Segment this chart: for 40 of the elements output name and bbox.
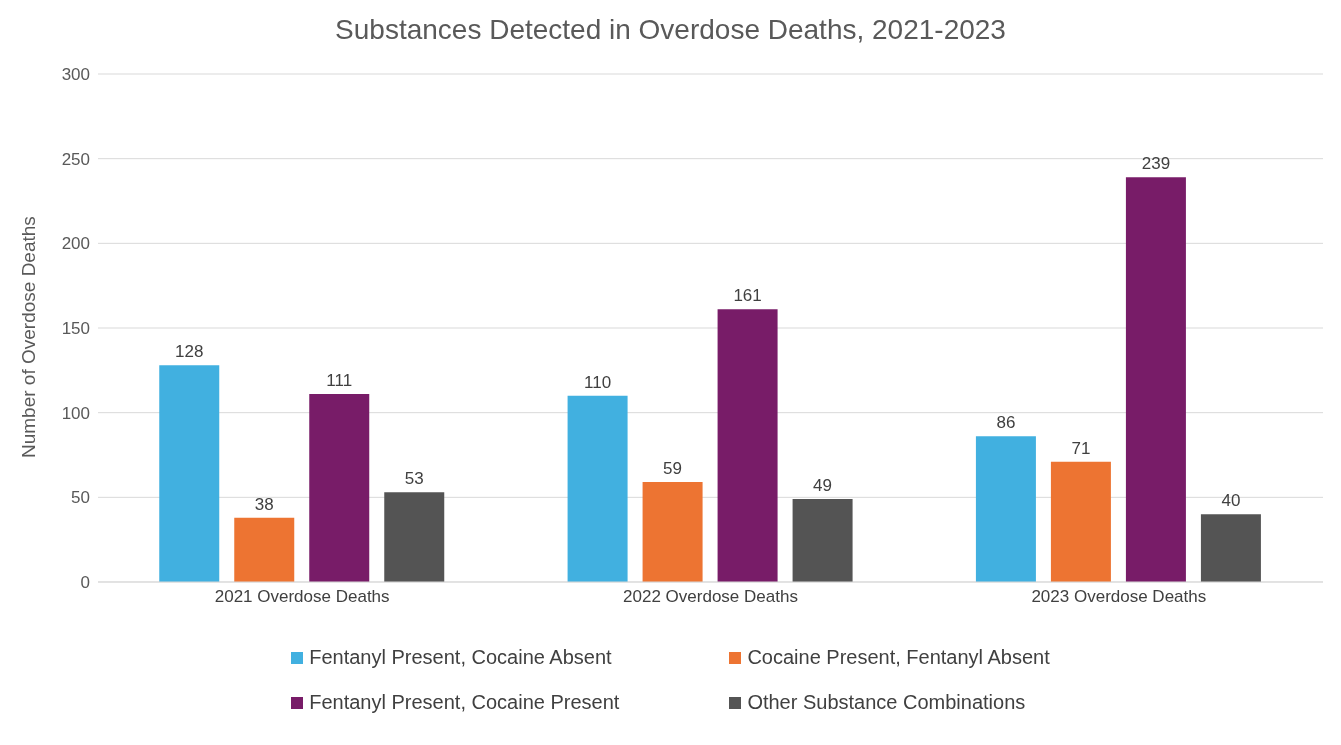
bar <box>384 492 445 582</box>
y-axis-title: Number of Overdose Deaths <box>17 216 39 458</box>
bar <box>234 517 295 582</box>
chart-title: Substances Detected in Overdose Deaths, 2021-2023 <box>334 14 1007 46</box>
legend-label: Fentanyl Present, Cocaine Present <box>309 691 620 714</box>
data-label: 59 <box>663 459 683 479</box>
y-tick-label: 200 <box>61 234 90 254</box>
data-label: 38 <box>254 494 274 514</box>
y-tick-label: 50 <box>71 488 90 508</box>
bar <box>309 394 370 582</box>
data-label: 71 <box>1071 438 1091 458</box>
x-tick-label: 2022 Overdose Deaths <box>623 587 798 607</box>
bar <box>159 365 220 582</box>
x-tick-label: 2023 Overdose Deaths <box>1031 587 1207 607</box>
bar <box>642 482 703 582</box>
data-label: 239 <box>1141 154 1171 174</box>
data-label: 111 <box>326 371 353 391</box>
bar <box>567 395 628 582</box>
data-label: 110 <box>584 372 612 392</box>
data-label: 161 <box>733 286 762 306</box>
bar <box>1125 177 1186 582</box>
x-tick-label: 2021 Overdose Deaths <box>214 587 390 607</box>
bar <box>1050 461 1111 582</box>
data-label: 40 <box>1221 491 1241 511</box>
data-label: 53 <box>404 469 424 489</box>
data-label: 49 <box>813 476 833 496</box>
y-tick-label: 100 <box>61 403 90 423</box>
legend-label: Fentanyl Present, Cocaine Absent <box>309 646 612 669</box>
y-tick-label: 150 <box>61 319 90 339</box>
bar <box>1200 514 1261 582</box>
bar <box>717 309 778 582</box>
y-tick-label: 250 <box>61 149 90 169</box>
legend-label: Other Substance Combinations <box>747 691 1026 714</box>
data-label: 128 <box>175 342 204 362</box>
data-label: 86 <box>996 413 1016 433</box>
y-tick-label: 0 <box>80 573 90 593</box>
y-tick-label: 300 <box>61 65 90 85</box>
bar <box>975 436 1036 582</box>
bar <box>792 499 853 582</box>
legend-label: Cocaine Present, Fentanyl Absent <box>747 646 1050 669</box>
